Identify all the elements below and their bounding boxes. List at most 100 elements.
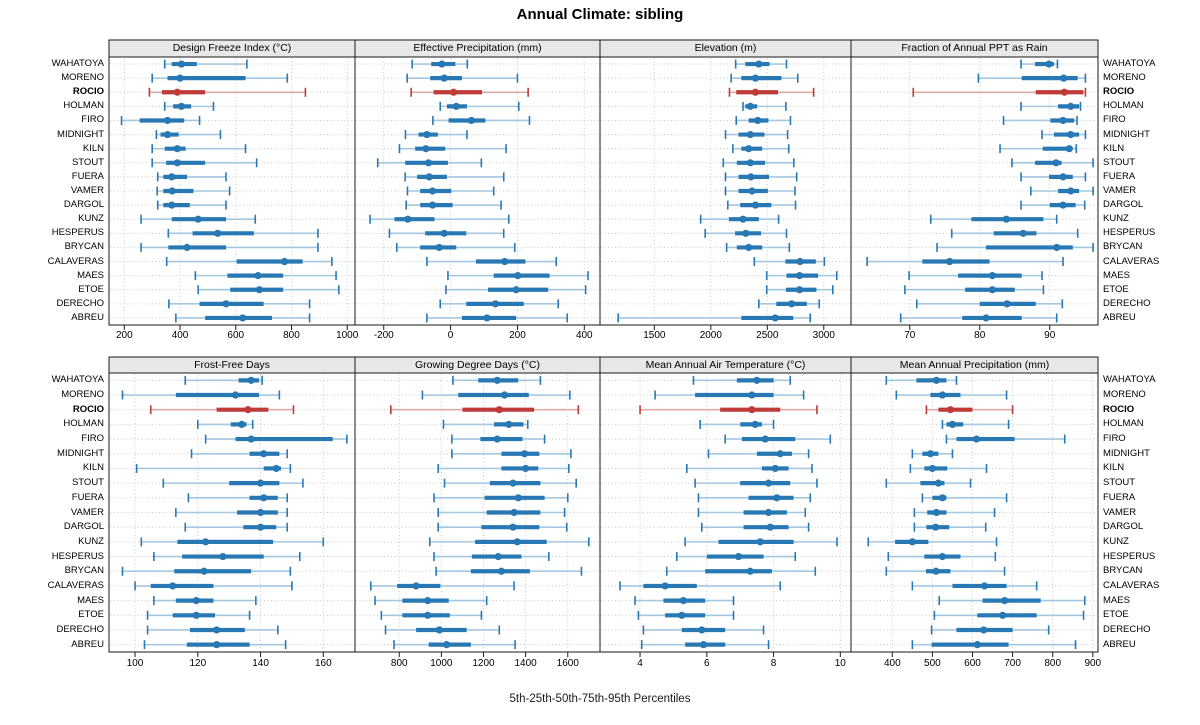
median-dot	[256, 479, 265, 487]
median-dot	[450, 88, 458, 96]
series-MORENO	[121, 390, 281, 400]
series-FIRO	[451, 434, 546, 444]
median-dot	[748, 391, 756, 399]
axis-tick-label: 70	[904, 330, 916, 341]
median-dot	[1045, 60, 1053, 68]
axis-tick-label: 1400	[514, 658, 537, 669]
median-dot	[776, 450, 784, 458]
series-FUERA	[697, 493, 812, 503]
median-dot	[1003, 300, 1011, 308]
station-label-right: CALAVERAS	[1103, 579, 1160, 591]
station-label-left: FUERA	[71, 170, 104, 182]
panel-title: Growing Degree Days (°C)	[415, 359, 540, 371]
chart-caption: 5th-25th-50th-75th-95th Percentiles	[509, 693, 691, 705]
series-MIDNIGHT	[404, 130, 468, 140]
axis-tick-label: 1600	[556, 658, 579, 669]
axis-tick-label: 100	[126, 658, 144, 669]
panel-0	[108, 39, 356, 330]
median-dot	[773, 494, 781, 502]
median-dot	[742, 229, 750, 237]
station-label-right: ETOE	[1103, 283, 1129, 295]
series-ROCIO	[390, 405, 580, 415]
series-ETOE	[197, 285, 340, 295]
series-FUERA	[724, 172, 798, 182]
series-WAHATOYA	[1020, 59, 1059, 69]
series-CALAVERAS	[619, 581, 782, 591]
median-dot	[796, 257, 804, 266]
median-dot	[213, 641, 221, 649]
panel-7	[850, 356, 1099, 657]
series-KUNZ	[699, 214, 780, 224]
median-dot	[1067, 102, 1075, 110]
station-label-left: DARGOL	[63, 199, 104, 211]
series-CALAVERAS	[753, 257, 826, 267]
station-label-right: VAMER	[1103, 506, 1137, 518]
series-FUERA	[187, 493, 289, 503]
median-dot	[522, 464, 530, 473]
series-BRYCAN	[140, 242, 319, 252]
station-label-left: KUNZ	[78, 535, 104, 547]
median-dot	[932, 508, 941, 517]
axis-tick-label: 80	[974, 330, 986, 341]
panel-2	[599, 39, 852, 330]
median-dot	[751, 74, 760, 82]
series-KUNZ	[867, 537, 998, 547]
median-dot	[254, 272, 262, 280]
series-MORENO	[421, 390, 571, 400]
series-ABREU	[640, 640, 770, 650]
series-STOUT	[722, 158, 795, 168]
axis-tick-label: 0	[447, 330, 454, 341]
median-dot	[678, 611, 686, 619]
station-label-left: VAMER	[70, 185, 104, 196]
median-dot	[948, 420, 957, 428]
series-KUNZ	[684, 537, 838, 547]
series-DARGOL	[405, 200, 502, 210]
median-dot	[183, 243, 191, 252]
median-dot	[1059, 173, 1067, 181]
panel-title: Effective Precipitation (mm)	[413, 42, 542, 54]
series-DERECHO	[384, 625, 501, 635]
series-KUNZ	[369, 214, 510, 224]
series-DARGOL	[156, 200, 227, 210]
axis-tick-label: 90	[1044, 330, 1056, 341]
axis-tick-label: 8	[770, 658, 777, 669]
station-label-right: DARGOL	[1103, 199, 1144, 211]
station-label-right: BRYCAN	[1103, 565, 1143, 577]
series-VAMER	[913, 508, 996, 517]
median-dot	[982, 314, 990, 322]
series-KUNZ	[140, 214, 257, 224]
axis-tick-label: 1200	[472, 658, 495, 669]
series-MAES	[447, 271, 589, 281]
series-MORENO	[730, 73, 799, 83]
median-dot	[404, 215, 412, 223]
series-MORENO	[151, 73, 289, 83]
series-ABREU	[426, 313, 569, 323]
series-VAMER	[156, 186, 231, 196]
station-label-right: KILN	[1103, 142, 1125, 154]
series-FIRO	[432, 115, 531, 125]
series-ETOE	[146, 610, 251, 620]
series-HOLMAN	[699, 419, 775, 429]
series-MORENO	[406, 73, 519, 83]
axis-tick-label: 600	[964, 658, 981, 669]
median-dot	[425, 173, 433, 181]
station-label-left: MIDNIGHT	[57, 128, 104, 140]
median-dot	[766, 523, 774, 531]
axis-tick-label: 120	[189, 658, 207, 669]
axis-tick-label: 200	[509, 330, 526, 341]
series-MORENO	[977, 73, 1087, 83]
station-label-right: FUERA	[1103, 170, 1136, 182]
median-dot	[1060, 74, 1068, 82]
axis-tick-label: 3000	[812, 330, 835, 341]
station-label-left: FUERA	[71, 491, 104, 503]
median-dot	[256, 508, 265, 517]
median-dot	[980, 582, 989, 590]
series-FIRO	[724, 434, 832, 444]
median-dot	[926, 450, 934, 458]
series-MIDNIGHT	[451, 449, 572, 459]
series-ETOE	[445, 285, 587, 295]
station-label-right: DERECHO	[1103, 297, 1151, 309]
series-MIDNIGHT	[724, 130, 789, 140]
series-WAHATOYA	[692, 375, 792, 385]
median-dot	[746, 159, 754, 167]
